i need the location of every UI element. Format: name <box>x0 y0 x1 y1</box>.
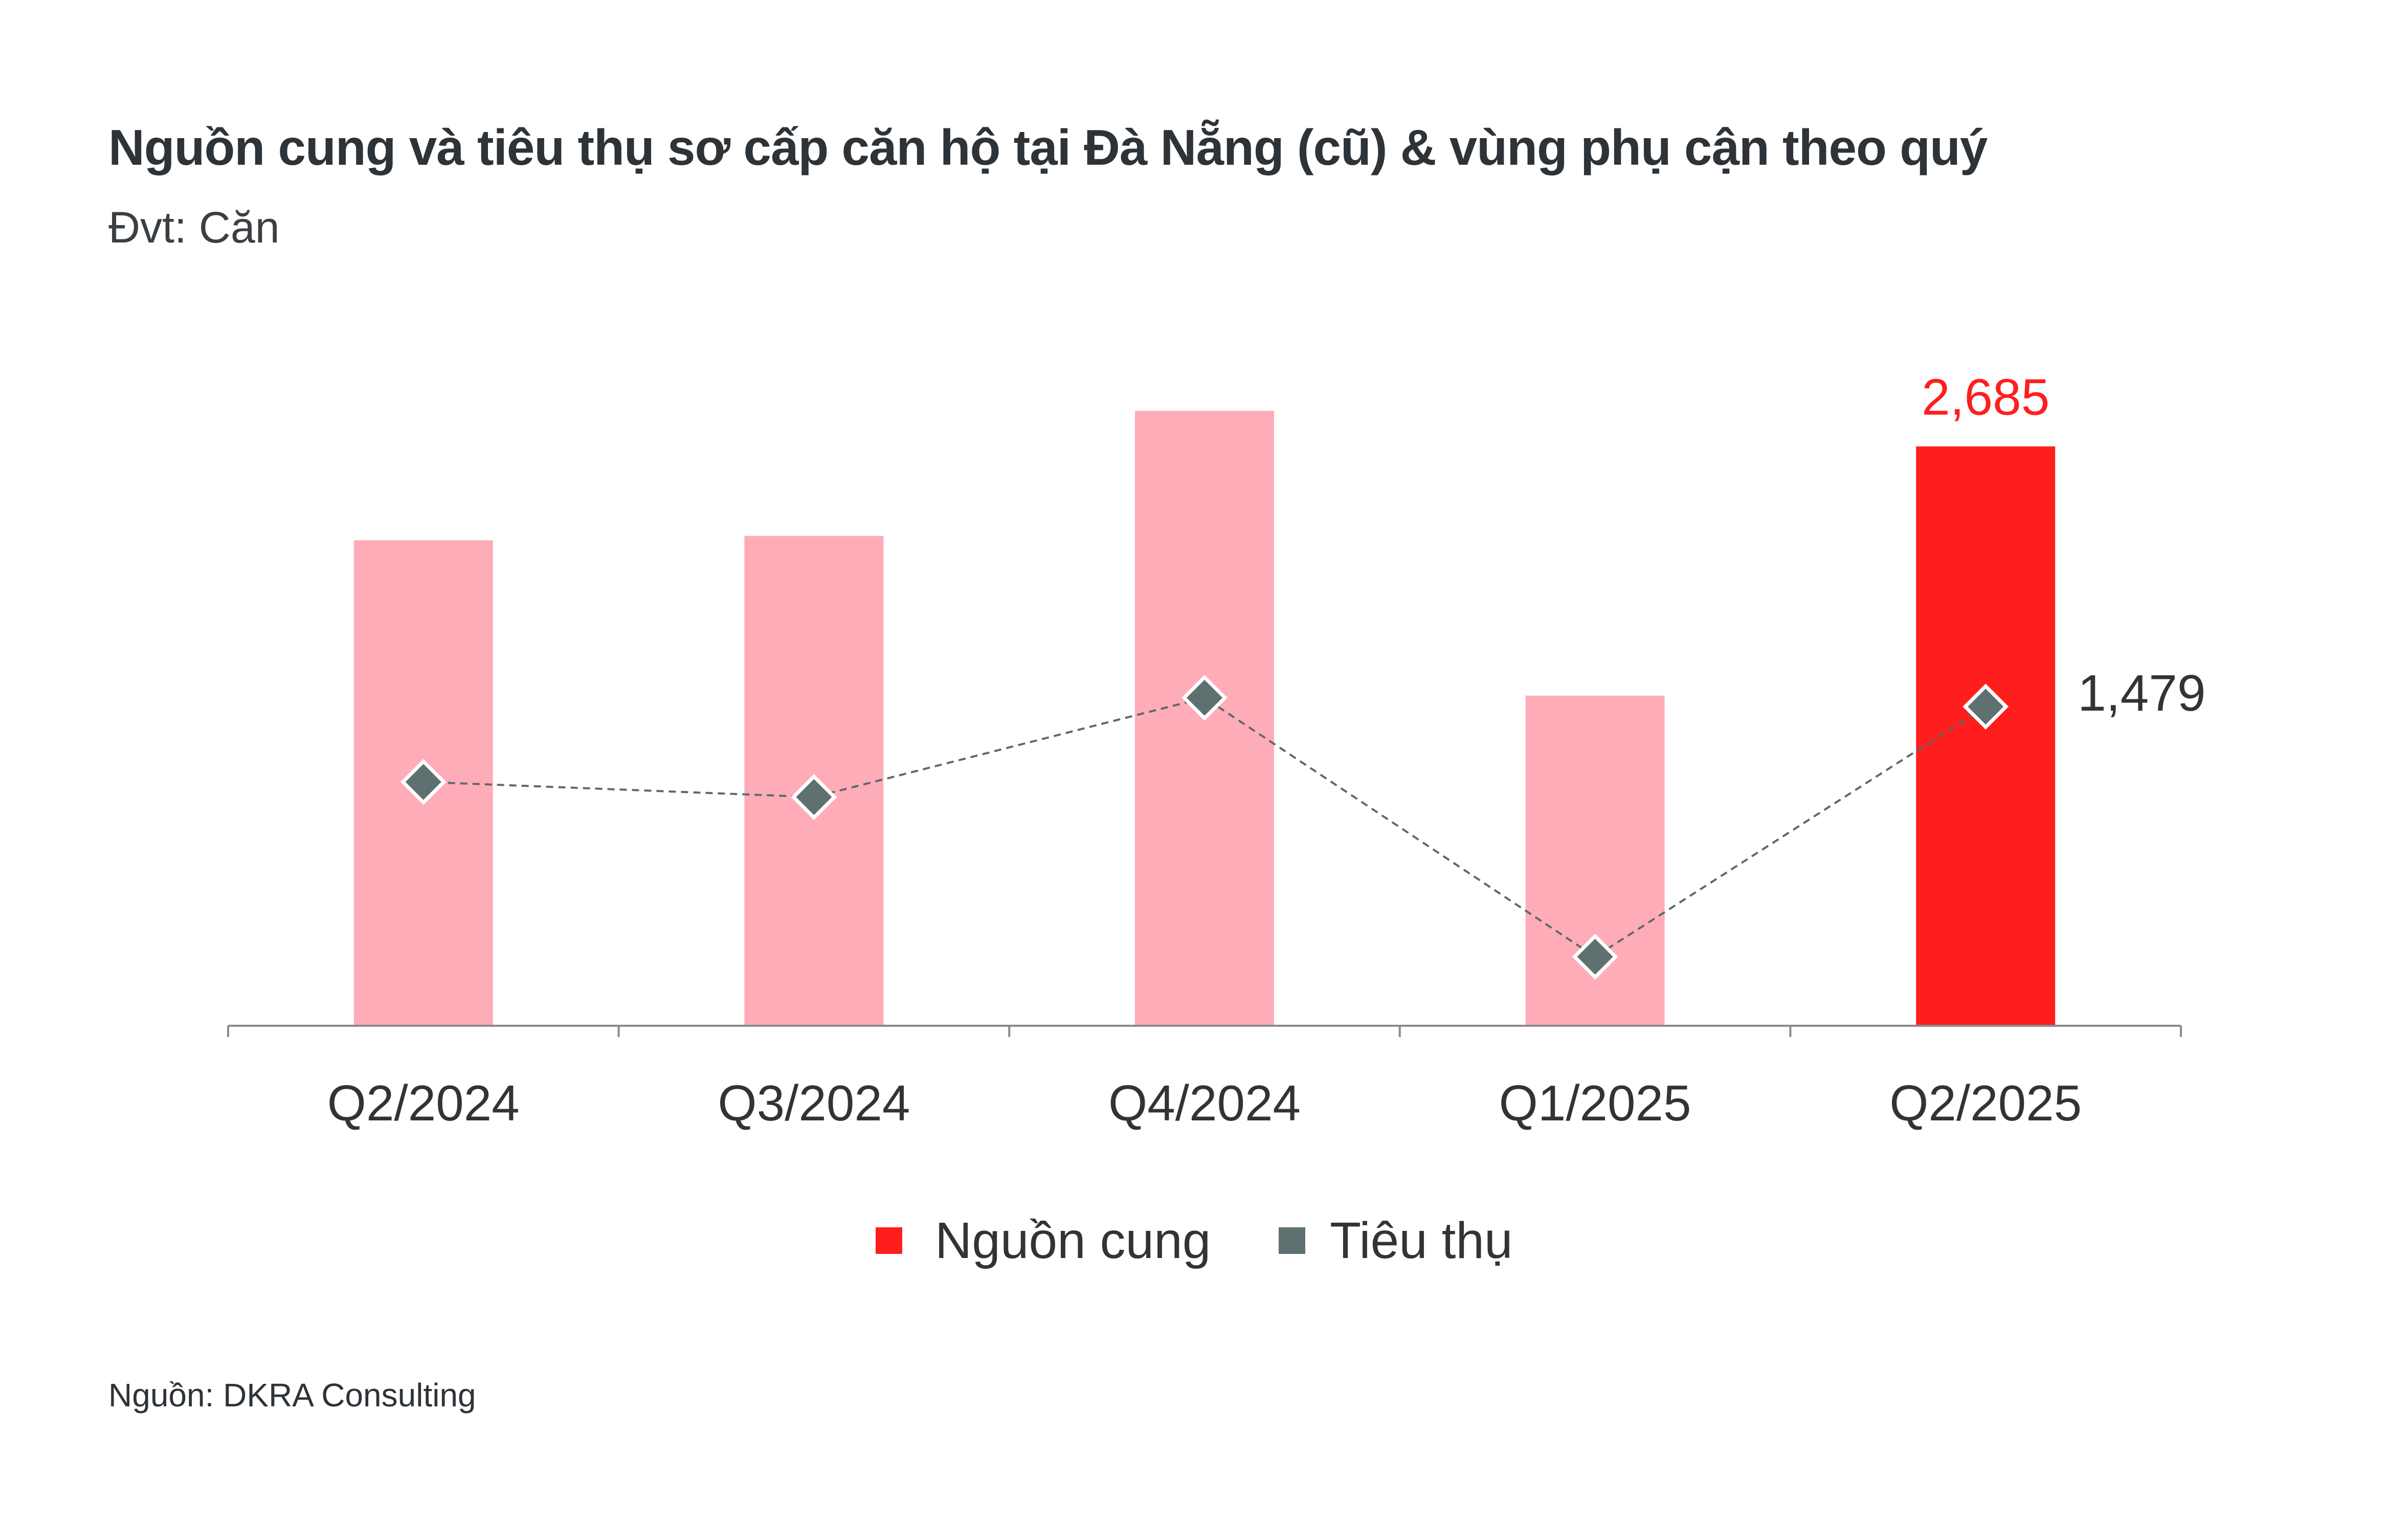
axis-group: Q2/2024 Q3/2024 Q4/2024 Q1/2025 Q2/2025 <box>227 1025 2182 1131</box>
consumption-point-Q2-2025 <box>1963 683 2009 730</box>
line-value-label: 1,479 <box>2078 665 2205 722</box>
labels-group: 2,685 1,479 <box>1922 369 2205 722</box>
x-tick-label: Q4/2024 <box>1108 1075 1301 1131</box>
legend-swatch-supply <box>876 1227 902 1254</box>
x-tick-label: Q1/2025 <box>1499 1075 1691 1131</box>
source-note: Nguồn: DKRA Consulting <box>108 1377 476 1414</box>
consumption-point-Q4-2024 <box>1181 674 1228 721</box>
consumption-point-Q1-2025 <box>1572 934 1618 980</box>
legend-label-supply: Nguồn cung <box>935 1212 1211 1269</box>
x-tick-label: Q2/2025 <box>1889 1075 2082 1131</box>
consumption-point-Q3-2024 <box>791 774 837 820</box>
x-tick-label: Q3/2024 <box>718 1075 910 1131</box>
consumption-line <box>423 696 1987 958</box>
x-tick-label: Q2/2024 <box>327 1075 520 1131</box>
chart-subtitle: Đvt: Căn <box>108 203 280 252</box>
line-group <box>400 674 2009 980</box>
bar-value-label: 2,685 <box>1922 369 2049 426</box>
bar-Q2-2025 <box>1916 446 2056 1026</box>
legend: Nguồn cung Tiêu thụ <box>876 1212 1513 1269</box>
consumption-point-Q2-2024 <box>400 759 447 805</box>
legend-swatch-consumption <box>1279 1227 1305 1254</box>
legend-label-consumption: Tiêu thụ <box>1330 1212 1513 1269</box>
chart-title: Nguồn cung và tiêu thụ sơ cấp căn hộ tại… <box>108 119 1988 175</box>
